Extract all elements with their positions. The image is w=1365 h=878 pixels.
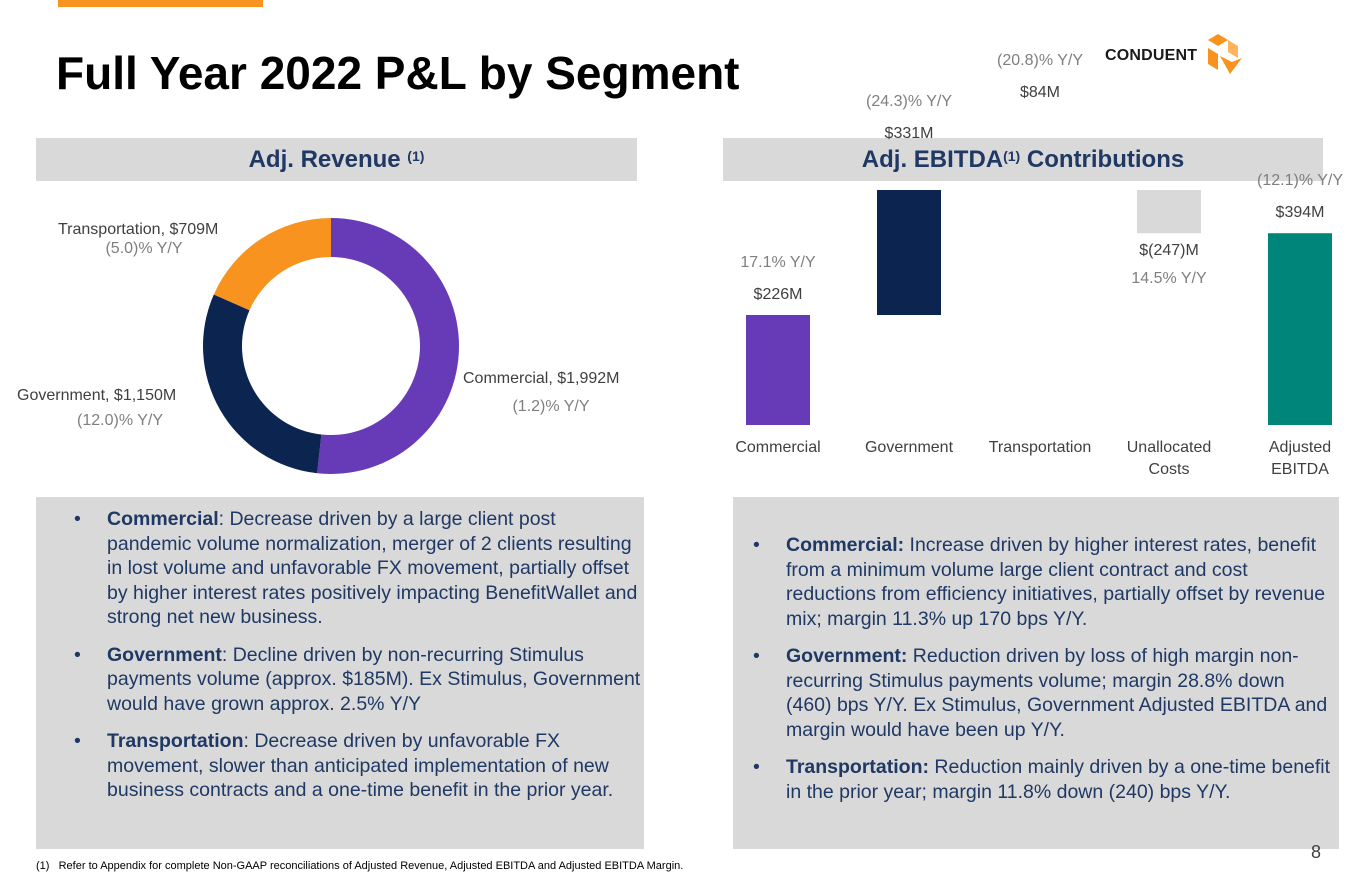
commentary-text: : Decline driven by non-recurring Stimul… [107,643,641,715]
commentary-text: Reduction mainly driven by a one-time be… [786,756,1331,803]
waterfall-bars [746,190,1332,425]
revenue-commentary-box: • Commercial: Decrease driven by a large … [36,497,644,849]
commentary-item: • Transportation: Reduction mainly driven… [753,755,1333,804]
commentary-lead: Government: [786,645,908,667]
category-label-line: Transportation [988,439,1092,456]
page-number: 8 [1310,842,1321,862]
ebitda-bar-adjusted-ebitda [1268,233,1332,425]
value-label-commercial: $226M [753,286,803,303]
category-label-adjusted-ebitda: Adjusted EBITDA [1269,437,1331,481]
revenue-donut-chart [203,218,459,474]
value-label-government: $331M [884,124,934,142]
category-label-government: Government [865,437,953,459]
category-label-line: Unallocated [1126,439,1212,456]
page-title: Full Year 2022 P&L by Segment [56,47,740,99]
value-label-unallocated-costs: $(247)M [1139,242,1199,260]
commentary-lead: Transportation [107,730,244,752]
ebitda-bar-unallocated-costs [1137,190,1201,234]
ebitda-bar-government [877,190,941,315]
conduent-logo: CONDUENT [1105,34,1255,76]
commentary-lead: Government [107,643,222,666]
accent-bar [58,0,263,7]
commentary-text: Increase driven by higher interest rates… [786,534,1326,630]
commentary-item: • Commercial: Increase driven by higher i… [753,533,1333,631]
bullet-icon: • [753,534,760,556]
category-label-line: Government [864,439,954,456]
donut-slice-commercial [317,218,459,474]
revenue-commentary-list: • Commercial: Decrease driven by a large … [74,507,644,816]
value-label-transportation: $84M [1019,84,1061,102]
donut-slice-government [203,294,322,474]
transportation-revenue-label: Transportation, $709M [58,221,219,238]
yy-label-adjusted-ebitda: (12.1)% Y/Y [1257,172,1343,190]
ebitda-heading-suffix: Contributions [1020,145,1185,173]
yy-label-government: (24.3)% Y/Y [866,92,952,110]
footnote: (1) Refer to Appendix for complete Non-G… [36,860,684,872]
category-label-line: EBITDA [1271,461,1329,478]
bullet-icon: • [74,643,81,666]
category-label-commercial: Commercial [735,437,820,459]
category-label-line: Adjusted [1268,439,1332,456]
government-revenue-yy: (12.0)% Y/Y [77,412,163,429]
ebitda-heading: Adj. EBITDA (1) Contributions [723,138,1323,181]
category-label-unallocated-costs: Unallocated Costs [1127,437,1212,481]
bullet-icon: • [753,756,760,778]
commentary-text: Reduction driven by loss of high margin … [786,645,1328,741]
yy-label-transportation: (20.8)% Y/Y [997,52,1083,70]
yy-label-unallocated-costs: 14.5% Y/Y [1131,270,1207,288]
donut-slice-transportation [213,218,331,311]
ebitda-bar-commercial [746,315,810,425]
category-label-transportation: Transportation [989,437,1092,459]
ebitda-heading-text: Adj. EBITDA [861,145,1004,173]
ebitda-commentary-list: • Commercial: Increase driven by higher i… [753,533,1333,817]
bullet-icon: • [753,645,760,667]
commercial-revenue-label: Commercial, $1,992M [463,370,620,387]
category-label-line: Commercial [735,439,821,456]
ebitda-waterfall-chart: $226M 17.1% Y/Y Commercial $331M (24.3)% Y/Y… [723,52,1363,490]
bullet-icon: • [74,508,81,530]
commentary-item: • Commercial: Decrease driven by a large … [74,507,644,630]
commentary-lead: Commercial: [786,534,905,556]
commentary-text: : Decrease driven by unfavorable FX move… [107,730,614,801]
revenue-heading: Adj. Revenue (1) [36,138,637,181]
bullet-icon: • [74,730,81,752]
revenue-heading-text: Adj. Revenue [248,145,401,173]
value-label-adjusted-ebitda: $394M [1275,204,1325,222]
government-revenue-label: Government, $1,150M [17,387,177,404]
transportation-revenue-yy: (5.0)% Y/Y [105,240,183,257]
commentary-item: • Government: Reduction driven by loss of… [753,644,1333,742]
ebitda-heading-sup: (1) [1003,147,1021,164]
logo-text: CONDUENT [1105,47,1198,64]
ebitda-commentary-box: • Commercial: Increase driven by higher i… [733,497,1339,849]
commentary-item: • Government: Decline driven by non-recur… [74,643,644,717]
category-label-line: Costs [1148,461,1190,478]
commentary-lead: Commercial [107,508,219,530]
commentary-lead: Transportation: [786,756,930,778]
conduent-mark-icon [1208,34,1242,74]
yy-label-commercial: 17.1% Y/Y [740,254,816,271]
revenue-heading-sup: (1) [407,147,425,164]
commentary-text: : Decrease driven by a large client post… [107,508,638,628]
commercial-revenue-yy: (1.2)% Y/Y [512,398,590,415]
commentary-item: • Transportation: Decrease driven by unfa… [74,729,644,803]
